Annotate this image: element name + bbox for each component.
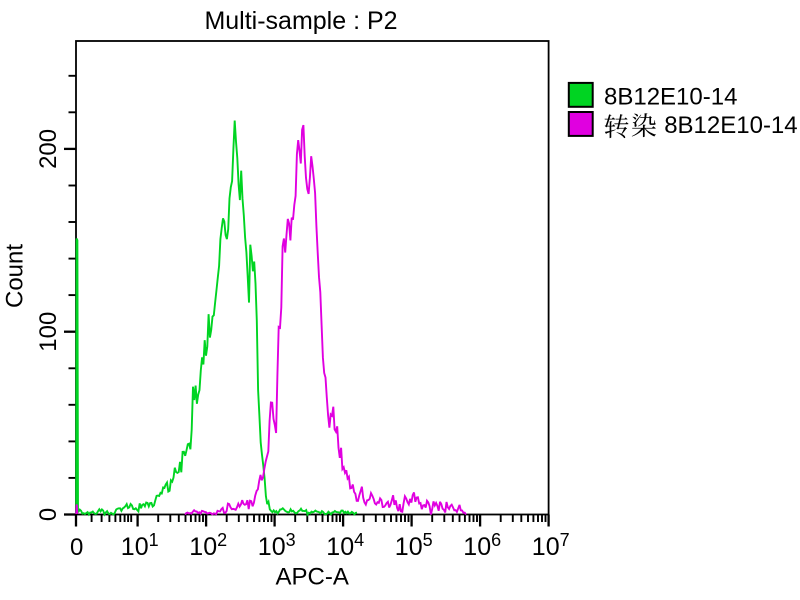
svg-text:APC-A: APC-A: [276, 564, 349, 591]
svg-text:0: 0: [35, 508, 62, 521]
svg-text:0: 0: [70, 534, 83, 561]
svg-text:Count: Count: [2, 244, 29, 308]
svg-text:Multi-sample : P2: Multi-sample : P2: [204, 7, 397, 35]
svg-text:8B12E10-14: 8B12E10-14: [604, 84, 737, 111]
svg-text:100: 100: [35, 312, 62, 352]
svg-text:200: 200: [35, 129, 62, 169]
svg-text:8B12E10-14: 8B12E10-14: [664, 112, 797, 139]
